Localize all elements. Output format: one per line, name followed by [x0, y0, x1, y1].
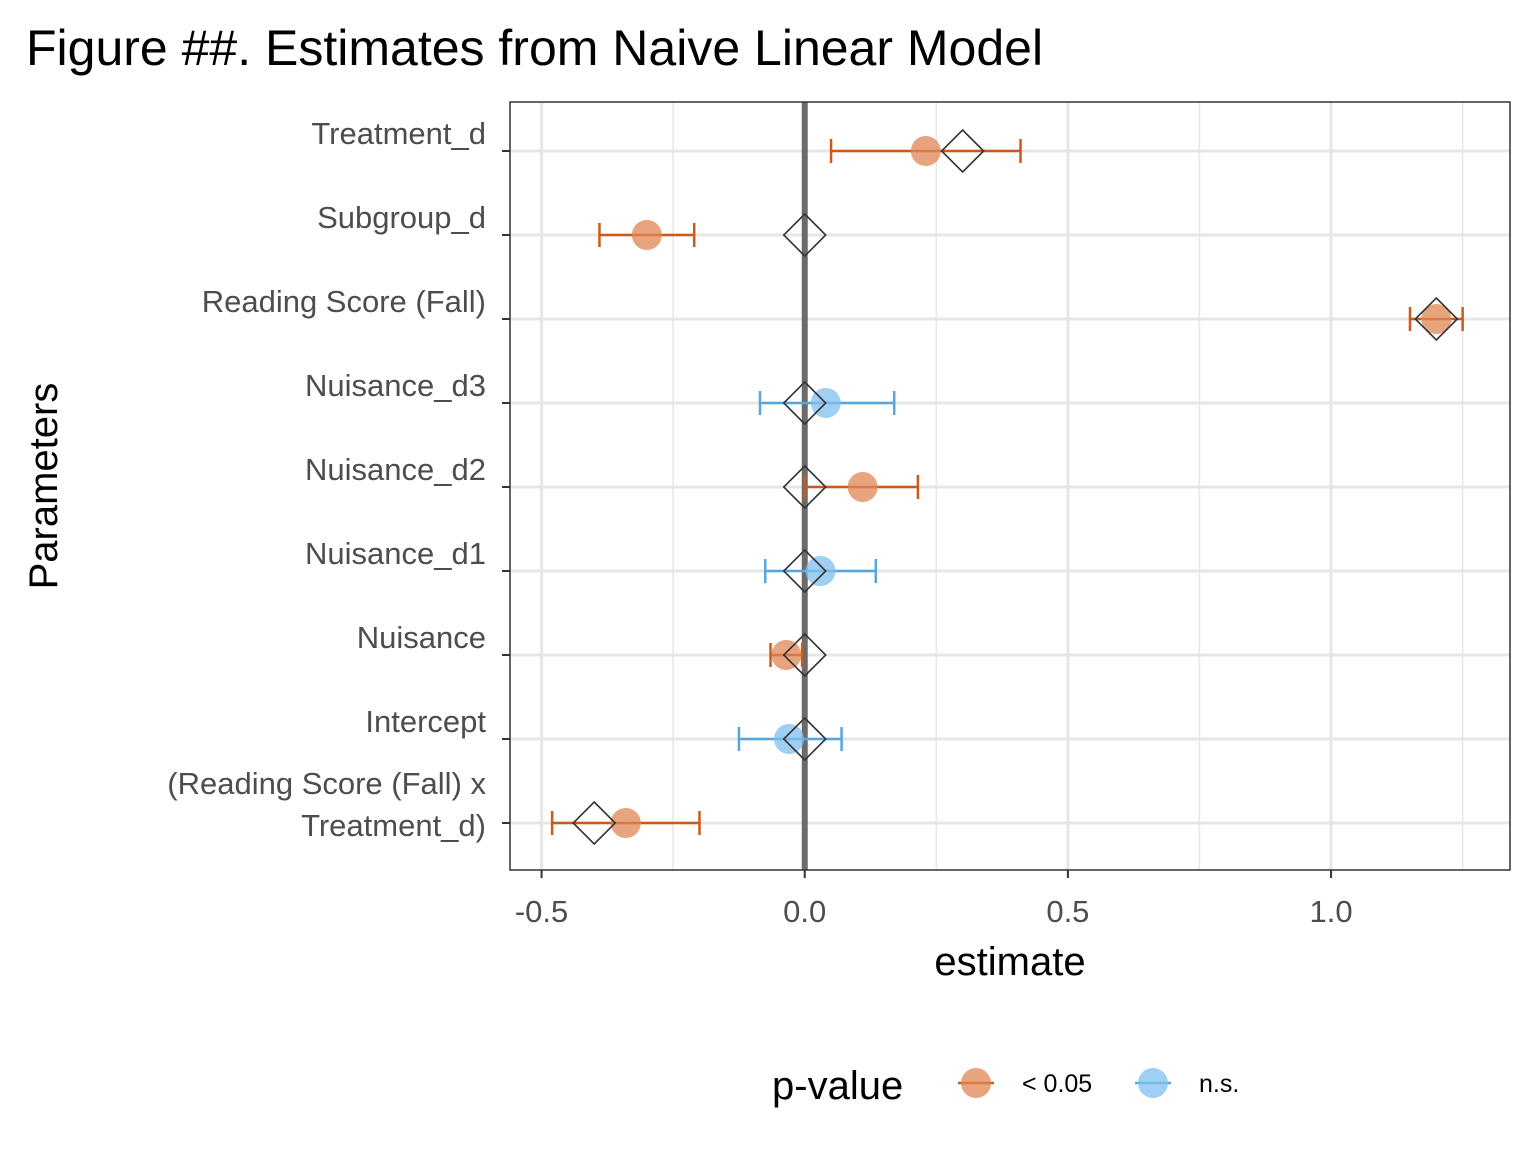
estimate-point [610, 808, 641, 838]
estimate-group [764, 548, 878, 594]
x-axis: -0.5 0.0 0.5 1.0 [515, 870, 1353, 929]
estimate-group [1408, 296, 1464, 342]
estimate-group [598, 212, 827, 258]
legend-item: n.s. [1135, 1068, 1239, 1098]
estimate-point [805, 556, 836, 586]
legend-label: < 0.05 [1022, 1070, 1092, 1098]
estimate-point [1421, 304, 1452, 334]
y-tick-label: Nuisance_d1 [305, 536, 486, 571]
estimate-point [910, 136, 941, 166]
y-tick-label: Intercept [365, 704, 486, 739]
estimate-group [550, 800, 701, 846]
true-value-diamond [782, 464, 827, 510]
x-tick-label: 0.5 [1046, 894, 1089, 929]
true-value-diamond [782, 212, 827, 258]
x-axis-title: estimate [934, 940, 1085, 984]
y-tick-label: Subgroup_d [317, 200, 486, 235]
true-value-diamond [940, 128, 985, 174]
y-tick-label: Treatment_d [311, 116, 486, 151]
x-tick-label: -0.5 [515, 894, 568, 929]
estimate-group [829, 128, 1022, 174]
y-tick-label: Nuisance_d2 [305, 452, 486, 487]
true-value-diamond [572, 800, 617, 846]
y-tick-label: Nuisance [357, 620, 486, 655]
y-tick-label: (Reading Score (Fall) x [167, 766, 486, 801]
legend-item: < 0.05 [958, 1068, 1092, 1098]
estimate-group [758, 380, 896, 426]
true-value-diamond [782, 548, 827, 594]
legend-label: n.s. [1199, 1070, 1239, 1098]
x-tick-label: 1.0 [1309, 894, 1352, 929]
true-value-diamond [782, 380, 827, 426]
estimate-group [769, 632, 827, 678]
x-tick-label: 0.0 [783, 894, 826, 929]
estimate-point [847, 472, 878, 502]
y-tick-label: Reading Score (Fall) [202, 284, 486, 319]
legend-key-point [961, 1068, 991, 1098]
true-value-diamond [782, 716, 827, 762]
legend-key-point [1138, 1068, 1168, 1098]
chart-title: Figure ##. Estimates from Naive Linear M… [26, 20, 1043, 76]
y-axis: Treatment_d Subgroup_d Reading Score (Fall… [167, 116, 510, 843]
true-value-diamond [782, 632, 827, 678]
data-layer [550, 128, 1464, 846]
legend-title: p-value [772, 1064, 903, 1108]
estimate-group [782, 464, 920, 510]
y-tick-label: Treatment_d) [301, 808, 486, 843]
estimate-point [631, 220, 662, 250]
legend: p-value < 0.05 n.s. [772, 1064, 1239, 1108]
estimate-point [771, 640, 802, 670]
estimate-point [773, 724, 804, 754]
y-tick-label: Nuisance_d3 [305, 368, 486, 403]
grid [510, 102, 1510, 870]
true-value-diamond [1414, 296, 1459, 342]
estimate-group [737, 716, 843, 762]
y-axis-title: Parameters [22, 383, 66, 590]
